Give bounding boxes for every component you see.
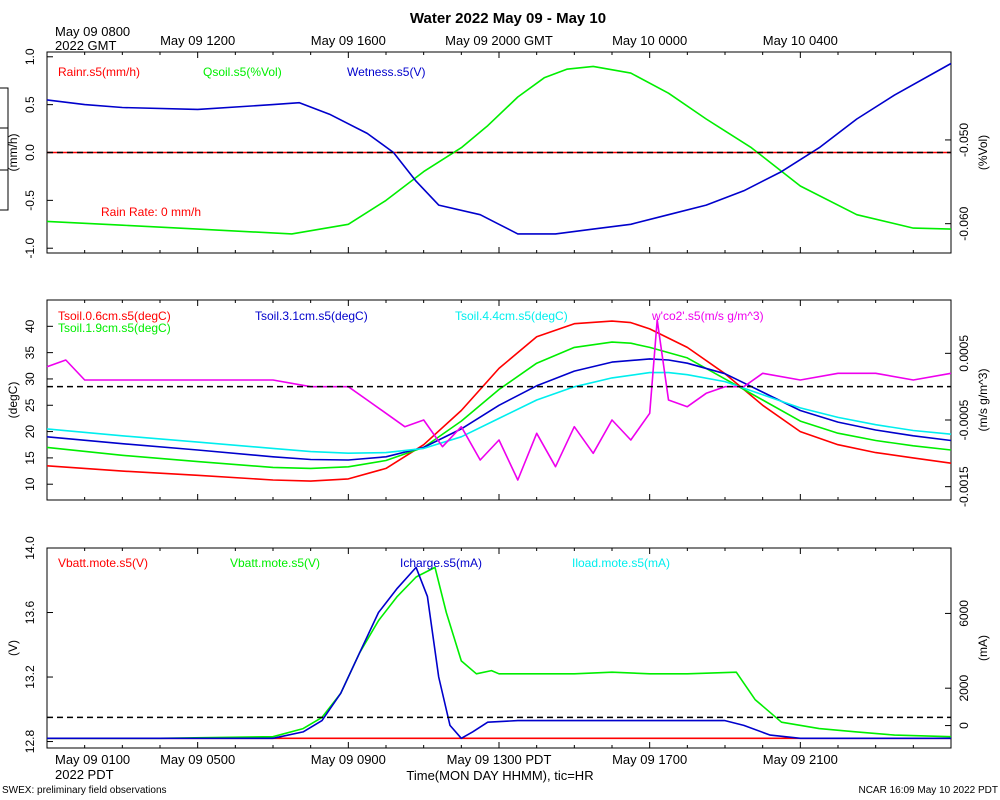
y-left-tick-label: 35 [23,346,37,360]
y-right-tick-label: 0 [957,722,971,729]
footer-right: NCAR 16:09 May 10 2022 PDT [858,785,998,796]
bottom-tick-label: May 09 0900 [311,752,386,767]
y-left-axis-label: (V) [6,640,20,656]
y-right-axis-label: (%Vol) [976,135,990,170]
y-right-tick-label: 0.0005 [957,335,971,372]
y-left-axis-label: (mm/h) [6,134,20,172]
y-right-axis-label: (m/s g/m^3) [976,369,990,432]
bottom-origin-label: May 09 0100 [55,752,130,767]
bottom-tick-label: May 09 0500 [160,752,235,767]
y-left-tick-label: 30 [23,372,37,386]
y-left-tick-label: 25 [23,398,37,412]
legend-entry: Tsoil.3.1cm.s5(degC) [255,309,368,323]
legend-entry: Tsoil.0.6cm.s5(degC) [58,309,171,323]
y-left-axis-label: (degC) [6,382,20,419]
top-tick-label: May 10 0400 [763,33,838,48]
chart-title: Water 2022 May 09 - May 10 [410,10,606,27]
y-left-tick-label: 1.0 [23,48,37,65]
legend-entry: Tsoil.4.4cm.s5(degC) [455,309,568,323]
legend-entry: Tsoil.1.9cm.s5(degC) [58,321,171,335]
legend-entry: Wetness.s5(V) [347,65,425,79]
series-line-qsoil-s5-vol [46,65,952,235]
bottom-origin-year-label: 2022 PDT [55,767,114,782]
y-right-tick-label: -0.060 [957,206,971,240]
legend-entry: Iload.mote.s5(mA) [572,556,670,570]
y-left-tick-label: 0.5 [23,96,37,113]
y-right-tick-label: -0.0015 [957,466,971,507]
y-left-tick-label: -0.5 [23,190,37,211]
legend-entry: Vbatt.mote.s5(V) [58,556,148,570]
y-left-tick-label: 14.0 [23,536,37,560]
series-line-w-co2-s5-m-s-g-m-3 [46,319,952,481]
y-left-tick-label: -1.0 [23,238,37,259]
y-right-tick-label: -0.0005 [957,399,971,440]
series-line-wetness-s5-v [46,62,952,235]
left-edge-bracket [0,87,9,211]
series-line-vbatt-mote-s5-v [47,566,952,740]
panels-layer: -1.0 -0.5 0.0 0.5 1.0 (mm/h) -0.060 -0.050 (%Vol… [6,48,990,753]
y-right-tick-label: -0.050 [957,123,971,157]
top-tick-label: May 09 1600 [311,33,386,48]
top-origin-label: May 09 0800 [55,24,130,39]
y-left-tick-label: 13.2 [23,665,37,689]
y-left-tick-label: 40 [23,319,37,333]
x-axis-title: Time(MON DAY HHMM), tic=HR [406,768,593,783]
panel-water: -1.0 -0.5 0.0 0.5 1.0 (mm/h) -0.060 -0.050 (%Vol… [6,48,990,258]
panel-soil_temperature: 10 15 20 25 30 35 40 (degC) -0.0015 -0.0005 0.0005… [6,299,990,507]
y-left-tick-label: 15 [23,451,37,465]
panel-power: 12.8 13.2 13.6 14.0 (V) 0 2000 6000 (mA) Vbatt.mo… [6,536,990,753]
legend-entry: w'co2'.s5(m/s g/m^3) [651,309,764,323]
panel-frame [46,299,952,501]
bottom-tick-label: May 09 2100 [763,752,838,767]
top-tick-label: May 09 1200 [160,33,235,48]
legend-entry: Rainr.s5(mm/h) [58,65,140,79]
series-line-tsoil-3-1cm-s5-degc [46,358,952,461]
y-left-tick-label: 0.0 [23,144,37,161]
series-line-tsoil-1-9cm-s5-degc [46,341,952,470]
series-line-tsoil-0-6cm-s5-degc [46,320,952,482]
legend-entry: Icharge.s5(mA) [400,556,482,570]
y-left-tick-label: 20 [23,425,37,439]
bottom-tick-label: May 09 1300 PDT [447,752,552,767]
y-left-tick-label: 13.6 [23,601,37,625]
y-left-tick-label: 10 [23,477,37,491]
footer-left: SWEX: preliminary field observations [2,785,167,796]
top-tick-label: May 09 2000 GMT [445,33,553,48]
legend-entry: Qsoil.s5(%Vol) [203,65,282,79]
y-right-tick-label: 2000 [957,675,971,702]
y-left-tick-label: 12.8 [23,730,37,754]
rain-rate-annotation: Rain Rate: 0 mm/h [101,205,201,219]
legend-entry: Vbatt.mote.s5(V) [230,556,320,570]
top-origin-year-label: 2022 GMT [55,38,116,53]
series-line-tsoil-4-4cm-s5-degc [46,371,952,455]
series-line-icharge-s5-ma [47,566,951,740]
bottom-tick-label: May 09 1700 [612,752,687,767]
top-tick-label: May 10 0000 [612,33,687,48]
y-right-tick-label: 6000 [957,600,971,627]
y-right-axis-label: (mA) [976,635,990,661]
